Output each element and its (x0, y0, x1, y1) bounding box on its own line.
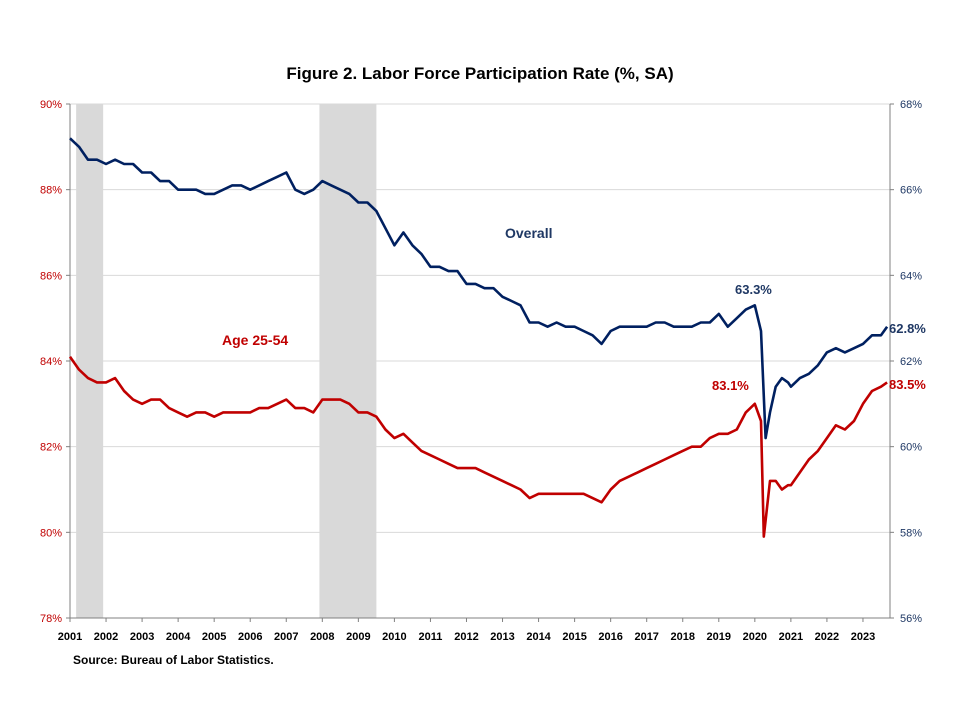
x-tick-label: 2003 (130, 631, 154, 643)
x-tick-label: 2022 (815, 631, 839, 643)
x-tick-label: 2019 (707, 631, 731, 643)
left-tick-label: 82% (40, 442, 62, 454)
x-tick-label: 2005 (202, 631, 226, 643)
right-tick-label: 68% (900, 99, 922, 111)
left-tick-label: 84% (40, 356, 62, 368)
right-tick-label: 64% (900, 270, 922, 282)
x-tick-label: 2004 (166, 631, 191, 643)
x-tick-label: 2017 (634, 631, 658, 643)
tick-labels: 78% 80% 82% 84% 86% 88% 90% 56% 58% 60% 62% 64% 66% 6… (40, 99, 922, 643)
x-tick-label: 2001 (58, 631, 82, 643)
x-tick-label: 2011 (419, 631, 443, 643)
x-tick-label: 2010 (382, 631, 406, 643)
left-tick-label: 86% (40, 270, 62, 282)
x-tick-label: 2012 (454, 631, 478, 643)
series-line-overall (69, 137, 889, 440)
x-tick-label: 2020 (743, 631, 767, 643)
source-note: Source: Bureau of Labor Statistics. (73, 653, 274, 667)
annotation-label: 83.5% (889, 377, 926, 392)
x-tick-label: 2008 (310, 631, 334, 643)
x-tick-label: 2018 (671, 631, 695, 643)
left-tick-label: 78% (40, 613, 62, 625)
x-tick-label: 2015 (562, 631, 586, 643)
x-tick-label: 2009 (346, 631, 370, 643)
left-tick-label: 90% (40, 99, 62, 111)
right-tick-label: 56% (900, 613, 922, 625)
annotation-label: 83.1% (712, 378, 749, 393)
annotation-label: Age 25-54 (222, 332, 288, 348)
left-tick-label: 80% (40, 527, 62, 539)
chart-title: Figure 2. Labor Force Participation Rate… (286, 64, 674, 83)
annotation-label: 63.3% (735, 282, 772, 297)
annotations: Overall Age 25-54 63.3% 62.8% 83.1% 83.5% (222, 225, 926, 393)
axes (66, 103, 894, 622)
annotation-label: 62.8% (889, 321, 926, 336)
x-tick-label: 2013 (490, 631, 514, 643)
right-tick-label: 60% (900, 442, 922, 454)
x-tick-label: 2016 (598, 631, 622, 643)
left-tick-label: 88% (40, 185, 62, 197)
right-tick-label: 66% (900, 185, 922, 197)
x-tick-label: 2007 (274, 631, 298, 643)
series-lines (68, 137, 889, 538)
x-tick-label: 2021 (779, 631, 803, 643)
x-tick-label: 2014 (526, 631, 551, 643)
x-tick-label: 2006 (238, 631, 262, 643)
right-tick-label: 58% (900, 527, 922, 539)
series-line-age-25-54 (68, 355, 888, 538)
x-tick-label: 2002 (94, 631, 118, 643)
annotation-label: Overall (505, 225, 552, 241)
gridlines (70, 103, 890, 533)
x-tick-label: 2023 (851, 631, 875, 643)
right-tick-label: 62% (900, 356, 922, 368)
